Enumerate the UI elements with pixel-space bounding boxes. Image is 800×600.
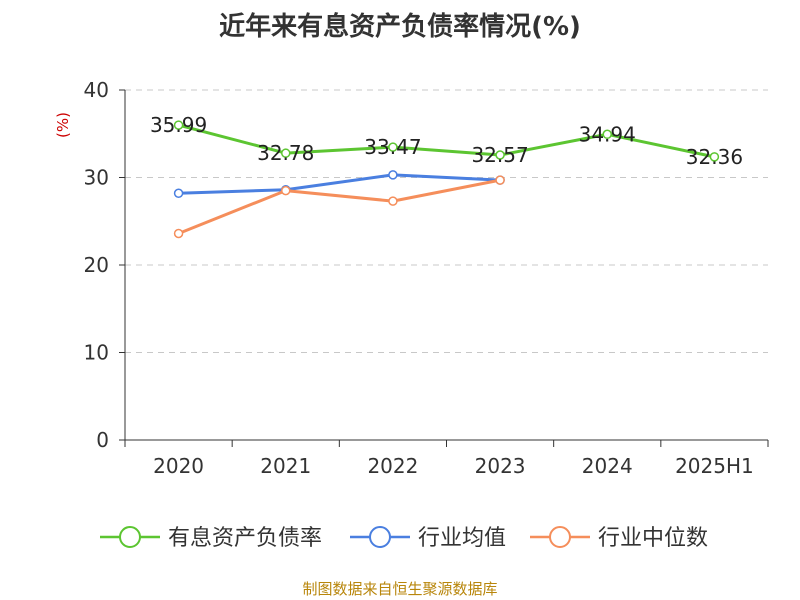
legend-label-3: 行业中位数 xyxy=(598,526,708,551)
x-tick-label: 2021 xyxy=(260,454,311,478)
legend-label-2: 行业均值 xyxy=(418,526,506,551)
y-tick-label: 0 xyxy=(96,428,109,452)
y-tick-label: 30 xyxy=(84,166,109,190)
y-tick-label: 10 xyxy=(84,341,109,365)
series-point-1[interactable] xyxy=(709,152,720,162)
series-point-2[interactable] xyxy=(173,188,184,198)
x-tick-label: 2024 xyxy=(582,454,633,478)
x-tick-label: 2020 xyxy=(153,454,204,478)
legend-marker-2[interactable] xyxy=(369,526,391,548)
legend-label-1: 有息资产负债率 xyxy=(168,526,322,551)
x-tick-label: 2022 xyxy=(367,454,418,478)
x-tick-label: 2023 xyxy=(475,454,526,478)
legend-marker-3[interactable] xyxy=(549,526,571,548)
series-point-1[interactable] xyxy=(388,142,398,152)
series-point-3[interactable] xyxy=(281,185,291,196)
y-tick-label: 20 xyxy=(84,253,109,277)
x-tick-label: 2025H1 xyxy=(675,454,754,478)
legend-marker-1[interactable] xyxy=(119,526,141,548)
source-note: 制图数据来自恒生聚源数据库 xyxy=(302,580,498,598)
chart-title: 近年来有息资产负债率情况(%) xyxy=(219,12,581,42)
data-label: 32.57 xyxy=(471,143,528,167)
series-point-3[interactable] xyxy=(388,196,398,206)
series-point-2[interactable] xyxy=(388,170,398,180)
data-label: 32.78 xyxy=(257,141,314,165)
series-point-3[interactable] xyxy=(495,175,505,185)
data-label: 35.99 xyxy=(150,113,207,137)
series-line-2 xyxy=(178,173,501,195)
y-unit-label: (%) xyxy=(54,112,72,138)
series-point-1[interactable] xyxy=(602,129,612,140)
series-line-1 xyxy=(178,123,715,159)
series-point-1[interactable] xyxy=(281,148,291,158)
data-label: 33.47 xyxy=(364,135,421,159)
y-tick-label: 40 xyxy=(84,78,109,102)
data-label: 34.94 xyxy=(579,122,636,146)
series-point-3[interactable] xyxy=(173,228,184,239)
series-point-1[interactable] xyxy=(495,150,505,160)
series-point-1[interactable] xyxy=(173,120,184,130)
data-label: 32.36 xyxy=(686,145,743,169)
series-line-3 xyxy=(178,178,501,235)
